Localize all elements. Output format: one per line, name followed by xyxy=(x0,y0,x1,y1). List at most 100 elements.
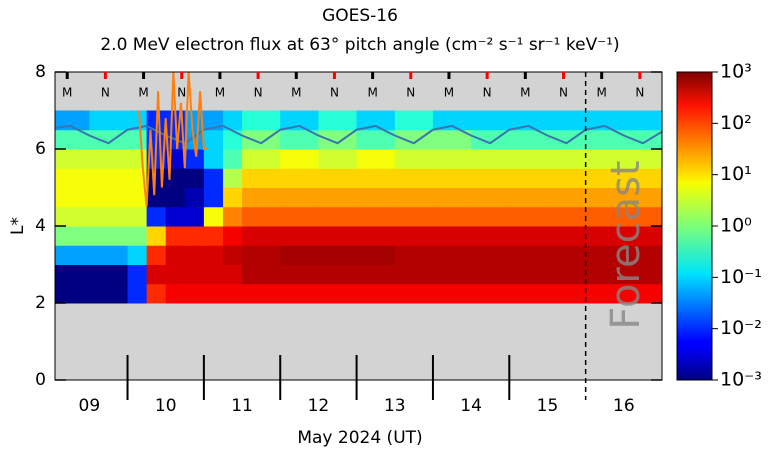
y-tick-label: 8 xyxy=(35,62,46,82)
marker-label: M xyxy=(520,86,530,100)
heat-cell xyxy=(547,245,587,265)
heat-cell xyxy=(547,187,587,208)
heat-cell xyxy=(432,245,472,265)
heat-cell xyxy=(55,187,90,208)
x-tick-label: 16 xyxy=(613,396,635,416)
heat-cell xyxy=(623,264,662,285)
heat-cell xyxy=(318,187,358,208)
heat-cell xyxy=(203,110,224,131)
heat-cell xyxy=(585,283,625,304)
heat-cell xyxy=(471,149,510,169)
heat-cell xyxy=(165,187,186,208)
heat-cell xyxy=(432,168,472,188)
heat-cell xyxy=(184,226,205,246)
heat-cell xyxy=(165,206,186,227)
x-tick-label: 15 xyxy=(537,396,559,416)
heat-cell xyxy=(55,283,90,304)
heat-cell xyxy=(222,245,243,265)
heat-cell xyxy=(585,264,625,285)
heat-cell xyxy=(509,110,548,131)
heat-cell xyxy=(394,129,434,150)
heat-cell xyxy=(203,245,224,265)
heat-cell xyxy=(394,264,434,285)
heat-cell xyxy=(432,264,472,285)
marker-label: N xyxy=(101,86,110,100)
heat-cell xyxy=(471,283,510,304)
heat-cell xyxy=(623,129,662,150)
heat-cell xyxy=(89,168,129,188)
heat-cell xyxy=(165,226,186,246)
heat-cell xyxy=(547,264,587,285)
heat-cell xyxy=(127,245,148,265)
heat-cell xyxy=(585,206,625,227)
heat-cell xyxy=(89,187,129,208)
heat-cell xyxy=(203,283,224,304)
heat-cell xyxy=(318,226,358,246)
heat-cell xyxy=(203,226,224,246)
heat-cell xyxy=(222,264,243,285)
heat-cell xyxy=(242,206,281,227)
heat-cell xyxy=(356,206,396,227)
heat-cell xyxy=(280,168,319,188)
heat-cell xyxy=(585,129,625,150)
colorbar-tick-label: 10² xyxy=(720,112,752,134)
heat-cell xyxy=(165,264,186,285)
heat-cell xyxy=(55,168,90,188)
heat-cell xyxy=(222,110,243,131)
y-tick-label: 4 xyxy=(35,216,46,236)
heat-cell xyxy=(242,110,281,131)
heat-cell xyxy=(432,283,472,304)
heat-cell xyxy=(585,110,625,131)
heat-cell xyxy=(623,206,662,227)
heat-cell xyxy=(318,283,358,304)
marker-label: M xyxy=(138,86,148,100)
heat-cell xyxy=(394,245,434,265)
heat-cell xyxy=(623,110,662,131)
heat-cell xyxy=(222,129,243,150)
y-tick-label: 0 xyxy=(35,370,46,390)
heat-cell xyxy=(623,187,662,208)
x-tick-label: 12 xyxy=(308,396,330,416)
heat-cell xyxy=(89,206,129,227)
heat-cell xyxy=(432,187,472,208)
heat-cell xyxy=(127,226,148,246)
marker-label: M xyxy=(597,86,607,100)
heat-cell xyxy=(356,283,396,304)
heat-cell xyxy=(242,245,281,265)
heat-cell xyxy=(89,110,129,131)
heat-cell xyxy=(184,187,205,208)
heat-cell xyxy=(89,264,129,285)
marker-label: N xyxy=(559,86,568,100)
heat-cell xyxy=(146,245,167,265)
heat-cell xyxy=(318,110,358,131)
heat-cell xyxy=(318,264,358,285)
x-tick-label: 11 xyxy=(231,396,253,416)
marker-label: M xyxy=(367,86,377,100)
heat-cell xyxy=(356,245,396,265)
heat-cell xyxy=(585,149,625,169)
heat-cell xyxy=(127,129,148,150)
heat-cell xyxy=(547,110,587,131)
heat-cell xyxy=(242,283,281,304)
marker-label: N xyxy=(635,86,644,100)
heat-cell xyxy=(242,187,281,208)
heat-cell xyxy=(432,206,472,227)
heat-cell xyxy=(471,245,510,265)
heat-cell xyxy=(280,264,319,285)
heat-cell xyxy=(509,187,548,208)
heat-cell xyxy=(394,226,434,246)
heat-cell xyxy=(280,129,319,150)
series-line xyxy=(55,124,662,145)
heat-cell xyxy=(318,206,358,227)
heat-cell xyxy=(127,206,148,227)
heat-cell xyxy=(184,264,205,285)
heat-cell xyxy=(55,226,90,246)
heat-cell xyxy=(89,149,129,169)
heat-cell xyxy=(203,149,224,169)
heat-cell xyxy=(146,226,167,246)
heat-cell xyxy=(547,206,587,227)
heat-cell xyxy=(165,245,186,265)
marker-label: M xyxy=(291,86,301,100)
x-axis-label: May 2024 (UT) xyxy=(297,428,422,448)
heat-cell xyxy=(127,149,148,169)
